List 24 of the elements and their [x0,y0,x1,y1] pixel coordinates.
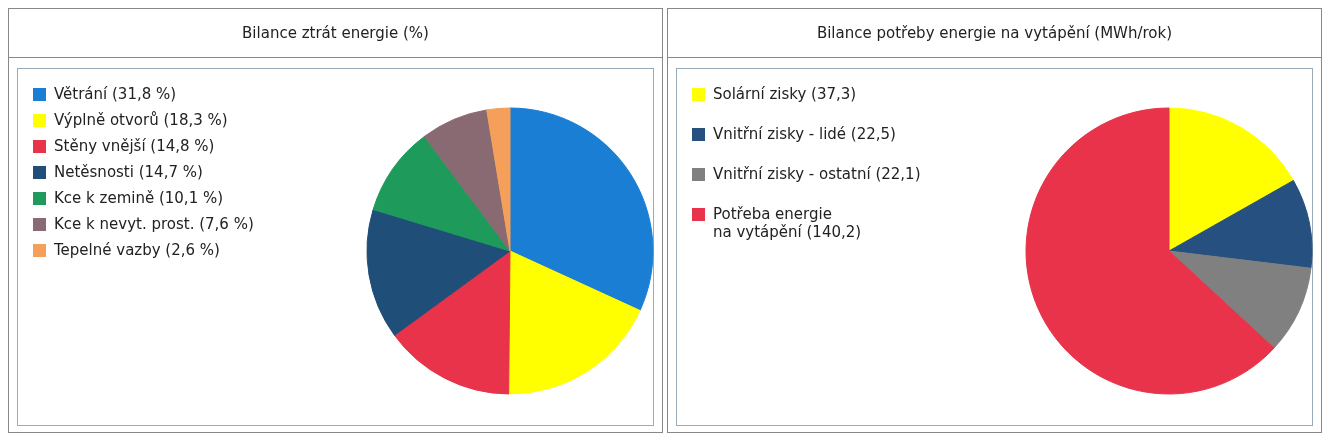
pie-slice [372,135,511,252]
legend-label: Stěny vnější (14,8 %) [54,137,215,155]
pie-slice [509,107,654,312]
pie-slice [394,250,511,395]
legend-label: Potřeba energie na vytápění (140,2) [713,205,862,241]
pie-slice [366,209,511,336]
legend-label: Větrání (31,8 %) [54,85,177,103]
legend-label: Kce k zemině (10,1 %) [54,189,224,207]
pie-slice [1025,107,1275,395]
pie-slice [1168,180,1313,269]
legend-label: Vnitřní zisky - lidé (22,5) [713,125,896,143]
pie-slice [486,107,511,252]
pie-slice [1168,250,1312,349]
pie-slice [508,250,641,395]
chart-title: Bilance potřeby energie na vytápění (MWh/rok) [668,9,1321,58]
legend-label: Kce k nevyt. prost. (7,6 %) [54,215,254,233]
pie-slice [423,109,511,252]
legend-label: Výplně otvorů (18,3 %) [54,111,228,129]
legend-label: Solární zisky (37,3) [713,85,857,103]
chart-title: Bilance ztrát energie (%) [9,9,662,58]
legend-label: Netěsnosti (14,7 %) [54,163,203,181]
legend-label: Tepelné vazby (2,6 %) [54,241,220,259]
legend-label: Vnitřní zisky - ostatní (22,1) [713,165,921,183]
pie-slice [1168,107,1294,252]
